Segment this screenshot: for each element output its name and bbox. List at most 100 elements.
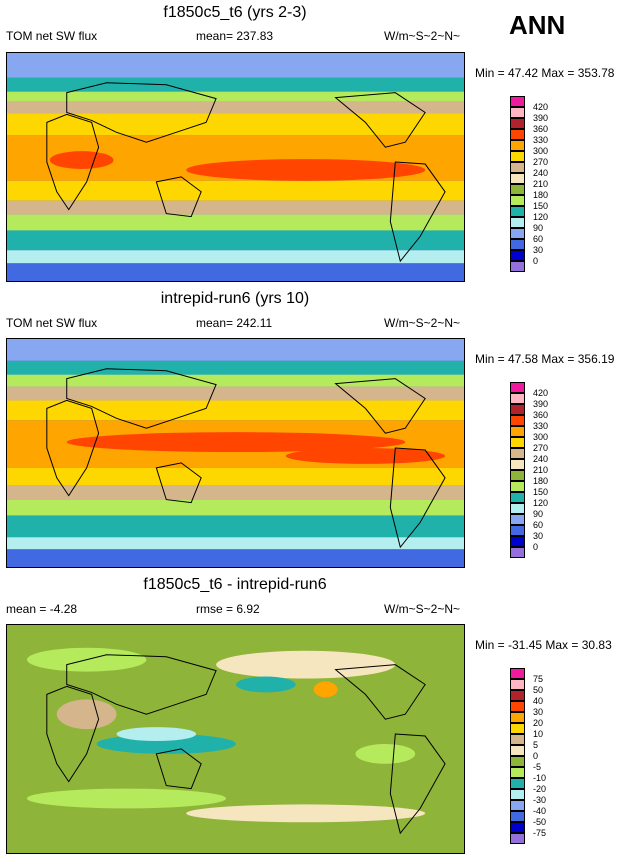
- panel-2-swatch-12: [510, 503, 525, 514]
- panel-3-coastlines: [46, 654, 446, 835]
- panel-2-tick-10: 150: [533, 487, 549, 497]
- panel-2-tick-13: 60: [533, 520, 544, 530]
- panel-1-tick-11: 120: [533, 212, 549, 222]
- panel-3-swatch-15: [510, 822, 525, 833]
- panel-3-tick-5: 20: [533, 718, 544, 728]
- panel-2-tick-14: 30: [533, 531, 544, 541]
- panel-3-units: W/m~S~2~N~: [384, 602, 461, 616]
- panel-3-tick-7: 5: [533, 740, 539, 750]
- panel-1-swatch-4: [510, 129, 525, 140]
- panel-3-tick-1: 75: [533, 674, 544, 684]
- panel-1-swatch-5: [510, 140, 525, 151]
- panel-1-swatch-3: [510, 118, 525, 129]
- panel-3-swatch-7: [510, 734, 525, 745]
- panel-2-tick-5: 300: [533, 432, 549, 442]
- panel-3-swatch-11: [510, 778, 525, 789]
- panel-2-swatch-14: [510, 525, 525, 536]
- panel-2-tick-3: 360: [533, 410, 549, 420]
- panel-1-tick-4: 330: [533, 135, 549, 145]
- panel-3-swatch-4: [510, 701, 525, 712]
- panel-2-field-label: TOM net SW flux: [6, 316, 98, 330]
- panel-3-swatch-1: [510, 668, 525, 679]
- panel-1-tick-3: 360: [533, 124, 549, 134]
- panel-1-swatch-7: [510, 162, 525, 173]
- panel-1-swatch-2: [510, 107, 525, 118]
- panel-3-tick-14: -50: [533, 817, 547, 827]
- panel-3-swatch-8: [510, 745, 525, 756]
- panel-2-tick-11: 120: [533, 498, 549, 508]
- panel-1-field-label: TOM net SW flux: [6, 29, 98, 43]
- panel-1-tick-1: 420: [533, 102, 549, 112]
- panel-1-mean: mean= 237.83: [196, 29, 274, 43]
- panel-2-tick-7: 240: [533, 454, 549, 464]
- panel-1-swatch-16: [510, 261, 525, 272]
- panel-3-tick-8: 0: [533, 751, 539, 761]
- panel-3-title: f1850c5_t6 - intrepid-run6: [143, 576, 327, 593]
- panel-1-tick-13: 60: [533, 234, 544, 244]
- panel-1-map: [6, 52, 465, 282]
- panel-3-swatch-2: [510, 679, 525, 690]
- panel-2-units: W/m~S~2~N~: [384, 316, 461, 330]
- panel-1-tick-12: 90: [533, 223, 544, 233]
- panel-3-tick-11: -20: [533, 784, 547, 794]
- panel-2-coastlines: [46, 368, 446, 549]
- panel-2-mean: mean= 242.11: [196, 316, 273, 330]
- panel-3-tick-12: -30: [533, 795, 547, 805]
- panel-2-swatch-7: [510, 448, 525, 459]
- panel-2-swatch-16: [510, 547, 525, 558]
- panel-3-swatch-9: [510, 756, 525, 767]
- panel-1-tick-7: 240: [533, 168, 549, 178]
- panel-2-swatch-5: [510, 426, 525, 437]
- panel-3-tick-4: 30: [533, 707, 544, 717]
- panel-1-swatch-10: [510, 195, 525, 206]
- panel-3-swatch-14: [510, 811, 525, 822]
- panel-3-swatch-16: [510, 833, 525, 844]
- panel-1-units: W/m~S~2~N~: [384, 29, 461, 43]
- panel-2-title: intrepid-run6 (yrs 10): [160, 290, 310, 307]
- panel-3-tick-2: 50: [533, 685, 544, 695]
- panel-1-tick-14: 30: [533, 245, 544, 255]
- panel-3-swatch-5: [510, 712, 525, 723]
- panel-2-swatch-15: [510, 536, 525, 547]
- panel-2-tick-6: 270: [533, 443, 549, 453]
- panel-3-mean: mean = -4.28: [6, 602, 78, 616]
- panel-1-tick-10: 150: [533, 201, 549, 211]
- panel-2-minmax: Min = 47.58 Max = 356.19: [475, 352, 615, 366]
- panel-1-swatch-14: [510, 239, 525, 250]
- panel-1-swatch-9: [510, 184, 525, 195]
- panel-1-coastlines: [46, 82, 446, 263]
- panel-2-tick-4: 330: [533, 421, 549, 431]
- panel-1-colorbar: 420 390 360 330 300 270 240 210 180 150 …: [510, 96, 548, 272]
- panel-3-map: [6, 624, 465, 854]
- panel-1-swatch-13: [510, 228, 525, 239]
- panel-1-tick-5: 300: [533, 146, 549, 156]
- panel-1-tick-9: 180: [533, 190, 549, 200]
- panel-2-swatch-11: [510, 492, 525, 503]
- panel-3-swatch-6: [510, 723, 525, 734]
- panel-1-tick-15: 0: [533, 256, 539, 266]
- panel-1-swatch-6: [510, 151, 525, 162]
- panel-2-swatch-8: [510, 459, 525, 470]
- panel-2-swatch-3: [510, 404, 525, 415]
- panel-3-swatch-12: [510, 789, 525, 800]
- panel-1-swatch-15: [510, 250, 525, 261]
- panel-2-tick-9: 180: [533, 476, 549, 486]
- panel-1-swatch-8: [510, 173, 525, 184]
- panel-2-tick-12: 90: [533, 509, 544, 519]
- panel-1-swatch-1: [510, 96, 525, 107]
- panel-3-tick-15: -75: [533, 828, 547, 838]
- panel-2-tick-15: 0: [533, 542, 539, 552]
- panel-3-tick-6: 10: [533, 729, 544, 739]
- panel-2-swatch-13: [510, 514, 525, 525]
- panel-1-tick-2: 390: [533, 113, 549, 123]
- panel-3-tick-10: -10: [533, 773, 547, 783]
- panel-2-swatch-9: [510, 470, 525, 481]
- panel-1-title: f1850c5_t6 (yrs 2-3): [163, 4, 307, 21]
- panel-3-tick-3: 40: [533, 696, 544, 706]
- panel-2-swatch-4: [510, 415, 525, 426]
- panel-2-map: [6, 338, 465, 568]
- panel-2-tick-2: 390: [533, 399, 549, 409]
- panel-3-swatch-13: [510, 800, 525, 811]
- panel-2-swatch-10: [510, 481, 525, 492]
- panel-2-swatch-2: [510, 393, 525, 404]
